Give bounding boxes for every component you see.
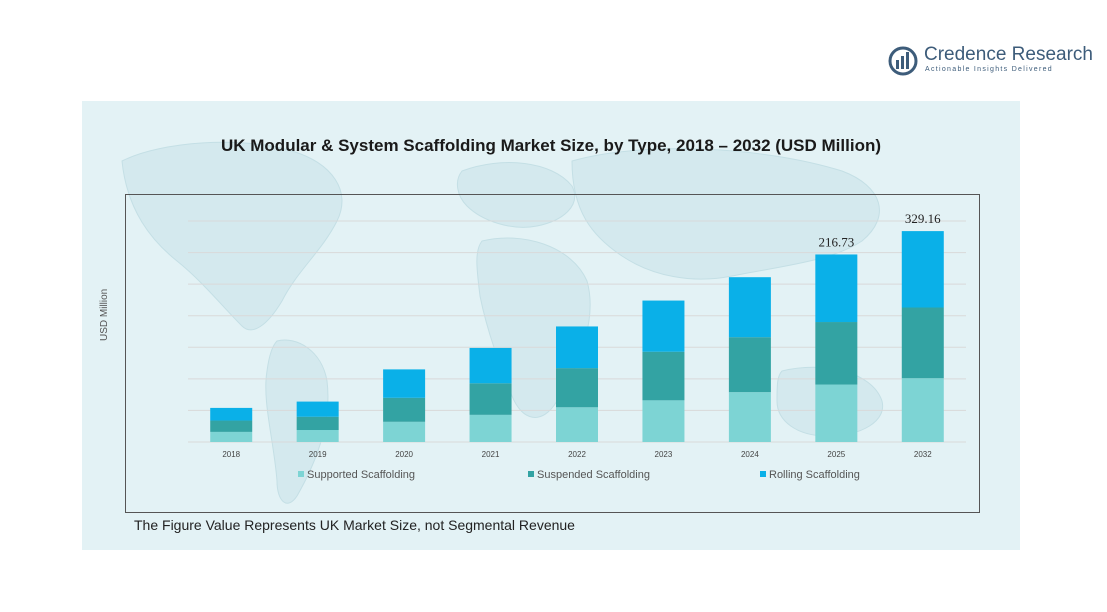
legend-label: Suspended Scaffolding (537, 469, 650, 481)
legend-swatch (298, 471, 304, 477)
bar-supported-scaffolding-2025 (815, 384, 858, 442)
bar-supported-scaffolding-2018 (210, 431, 253, 442)
bar-suspended-scaffolding-2023 (642, 351, 685, 401)
bar-rolling-scaffolding-2023 (642, 300, 685, 352)
data-label: 216.73 (818, 234, 854, 249)
bar-supported-scaffolding-2032 (901, 378, 944, 442)
x-tick-label: 2032 (914, 450, 932, 459)
legend-swatch (760, 471, 766, 477)
x-tick-label: 2019 (309, 450, 327, 459)
bar-suspended-scaffolding-2019 (296, 416, 339, 431)
brand-logo: Credence Research Actionable Insights De… (888, 44, 1093, 80)
brand-tagline: Actionable Insights Delivered (925, 66, 1053, 73)
chart-footnote: The Figure Value Represents UK Market Si… (134, 517, 575, 533)
chart-title: UK Modular & System Scaffolding Market S… (220, 136, 882, 155)
brand-name: Credence Research (924, 44, 1093, 65)
bar-supported-scaffolding-2020 (383, 421, 426, 442)
credence-logo-icon (888, 46, 918, 76)
bar-rolling-scaffolding-2020 (383, 369, 426, 398)
y-axis-label: USD Million (99, 288, 110, 341)
bar-suspended-scaffolding-2021 (469, 383, 512, 415)
bar-suspended-scaffolding-2024 (728, 337, 771, 393)
bar-suspended-scaffolding-2032 (901, 307, 944, 379)
bar-rolling-scaffolding-2021 (469, 347, 512, 384)
chart-frame: 2018 2019 2020 2021 2022 2023 2024 2025 216.73 20… (125, 194, 980, 513)
bar-rolling-scaffolding-2018 (210, 407, 253, 421)
bar-rolling-scaffolding-2032 (901, 231, 944, 308)
data-label: 329.16 (905, 211, 941, 226)
x-tick-label: 2025 (827, 450, 845, 459)
bar-supported-scaffolding-2022 (556, 407, 598, 442)
bar-supported-scaffolding-2021 (469, 414, 512, 442)
bar-supported-scaffolding-2019 (296, 430, 339, 442)
bar-suspended-scaffolding-2020 (383, 397, 426, 422)
x-tick-label: 2023 (655, 450, 673, 459)
bar-suspended-scaffolding-2025 (815, 322, 858, 385)
chart-panel: UK Modular & System Scaffolding Market S… (82, 101, 1020, 550)
x-tick-label: 2020 (395, 450, 413, 459)
bar-suspended-scaffolding-2022 (556, 368, 598, 408)
bar-rolling-scaffolding-2024 (728, 277, 771, 338)
x-tick-label: 2024 (741, 450, 759, 459)
bar-rolling-scaffolding-2022 (556, 326, 598, 369)
x-tick-label: 2022 (568, 450, 586, 459)
legend-label: Rolling Scaffolding (769, 469, 860, 481)
legend-label: Supported Scaffolding (307, 469, 415, 481)
x-tick-label: 2018 (222, 450, 240, 459)
x-tick-label: 2021 (482, 450, 500, 459)
legend-swatch (528, 471, 534, 477)
stacked-bar-chart: 2018 2019 2020 2021 2022 2023 2024 2025 216.73 20… (188, 211, 966, 481)
bar-supported-scaffolding-2024 (728, 392, 771, 442)
bar-supported-scaffolding-2023 (642, 400, 685, 442)
bar-rolling-scaffolding-2019 (296, 401, 339, 417)
bar-suspended-scaffolding-2018 (210, 420, 253, 432)
bar-rolling-scaffolding-2025 (815, 254, 858, 323)
